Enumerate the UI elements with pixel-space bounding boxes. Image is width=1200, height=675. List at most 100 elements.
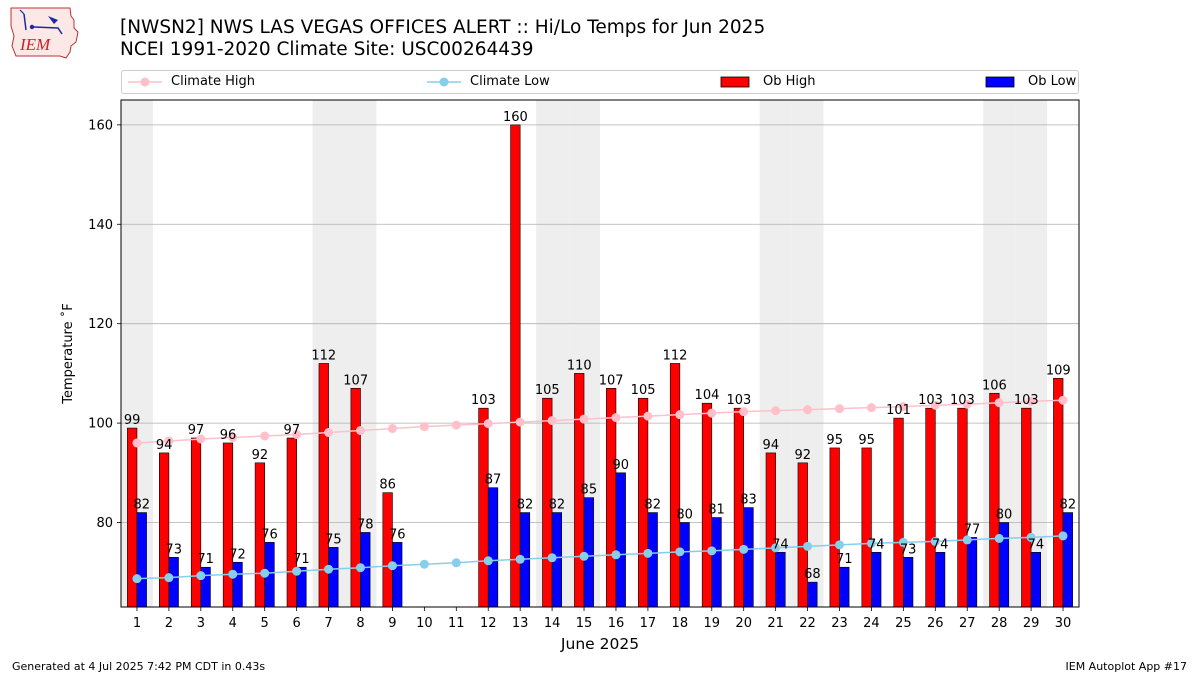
ob-low-value-label: 68 [804,567,821,582]
climate-high-point [898,402,908,412]
ob-low-value-label: 73 [165,542,182,557]
climate-high-point [483,419,493,429]
plot-frame [120,99,1080,608]
bar-ob-high [669,363,681,608]
climate-low-line [136,535,1064,580]
climate-high-swatch-icon [128,77,162,87]
climate-low-point [579,551,589,561]
climate-high-point [930,400,940,410]
ob-high-value-label: 103 [726,393,751,408]
ob-low-value-label: 80 [996,508,1013,523]
climate-high-point [260,431,270,441]
climate-low-point [451,558,461,568]
bar-ob-low [487,487,499,608]
chart-title-block: [NWSN2] NWS LAS VEGAS OFFICES ALERT :: H… [120,17,765,61]
ob-low-value-label: 71 [836,552,853,567]
bar-ob-low [1062,512,1073,608]
x-tick-label: 7 [324,616,332,631]
climate-low-point [356,563,365,573]
ob-low-value-label: 82 [1060,498,1077,513]
ob-high-value-label: 92 [794,448,811,463]
ob-low-value-label: 87 [485,473,502,488]
bar-ob-high [510,124,521,608]
climate-low-point [1058,531,1068,541]
bar-ob-low [711,517,722,608]
bar-ob-high [382,492,393,608]
ob-high-value-label: 110 [567,358,592,373]
ob-low-value-label: 71 [293,552,310,567]
bar-ob-low [966,537,978,608]
climate-low-point [1026,532,1036,542]
x-tick-label: 15 [576,616,593,631]
ob-high-value-label: 103 [471,393,496,408]
climate-high-point [579,414,589,424]
ob-high-value-label: 107 [599,373,624,388]
ob-high-value-label: 95 [826,433,843,448]
ob-low-swatch-icon [985,76,1015,88]
climate-low-point [835,540,844,550]
ob-low-value-label: 74 [868,537,885,552]
ob-low-value-label: 74 [772,537,789,552]
ob-high-value-label: 95 [858,433,875,448]
ob-low-value-label: 81 [708,503,725,518]
ob-low-value-label: 80 [676,508,693,523]
bar-ob-low [168,556,179,608]
climate-high-point [675,410,685,420]
climate-high-point [611,413,621,423]
ob-high-value-label: 109 [1046,363,1071,378]
generated-note: Generated at 4 Jul 2025 7:42 PM CDT in 0… [12,660,266,673]
bar-ob-low [775,552,786,608]
bar-ob-high [159,452,170,608]
bar-ob-high [190,437,202,608]
climate-low-point [132,574,142,584]
ob-high-swatch-icon [720,76,750,88]
climate-high-point [132,438,142,448]
x-tick-label: 24 [863,616,880,631]
ob-high-value-label: 112 [663,348,688,363]
climate-low-point [324,564,334,574]
bar-ob-low [136,512,147,608]
bar-ob-high [925,407,936,608]
climate-high-point [962,399,972,409]
legend-label-climate-low: Climate Low [470,74,550,89]
bar-ob-low [934,552,946,608]
climate-low-point [419,559,429,569]
legend-label-ob-low: Ob Low [1028,74,1077,89]
bar-ob-high [829,447,840,608]
bar-ob-low [871,552,882,608]
bar-ob-low [807,581,818,608]
ob-low-value-label: 74 [1028,537,1045,552]
ob-low-value-label: 76 [261,527,278,542]
iem-logo: IEM [10,7,79,59]
x-tick-label: 26 [927,616,944,631]
ob-high-value-label: 106 [982,378,1007,393]
climate-low-point [739,544,749,554]
y-tick-label: 160 [88,118,113,133]
climate-low-point [196,571,206,581]
bar-ob-high [1053,378,1064,608]
ob-high-value-label: 94 [763,438,780,453]
climate-high-point [866,403,876,413]
ob-high-value-label: 160 [503,110,528,125]
climate-low-swatch-icon [427,77,461,87]
climate-low-point [803,541,813,551]
bar-ob-low [743,507,754,608]
bar-ob-high [350,387,361,608]
bar-ob-low [839,566,850,608]
x-tick-label: 19 [703,616,720,631]
bar-ob-high [797,462,808,608]
x-tick-label: 12 [480,616,497,631]
climate-low-point [707,546,717,556]
app-credit: IEM Autoplot App #17 [1065,660,1188,673]
y-axis-label: Temperature ˚F [60,303,76,404]
ob-low-value-label: 75 [325,532,342,547]
ob-high-value-label: 97 [188,423,205,438]
logo-lettering: IEM [19,35,51,54]
legend: Climate High Climate Low Ob High Ob Low [121,70,1079,94]
bar-ob-high [957,407,968,608]
ob-low-value-label: 90 [612,458,629,473]
climate-low-point [994,533,1004,543]
ob-high-value-label: 105 [535,383,560,398]
ob-high-value-label: 101 [886,403,911,418]
climate-low-point [675,547,685,557]
